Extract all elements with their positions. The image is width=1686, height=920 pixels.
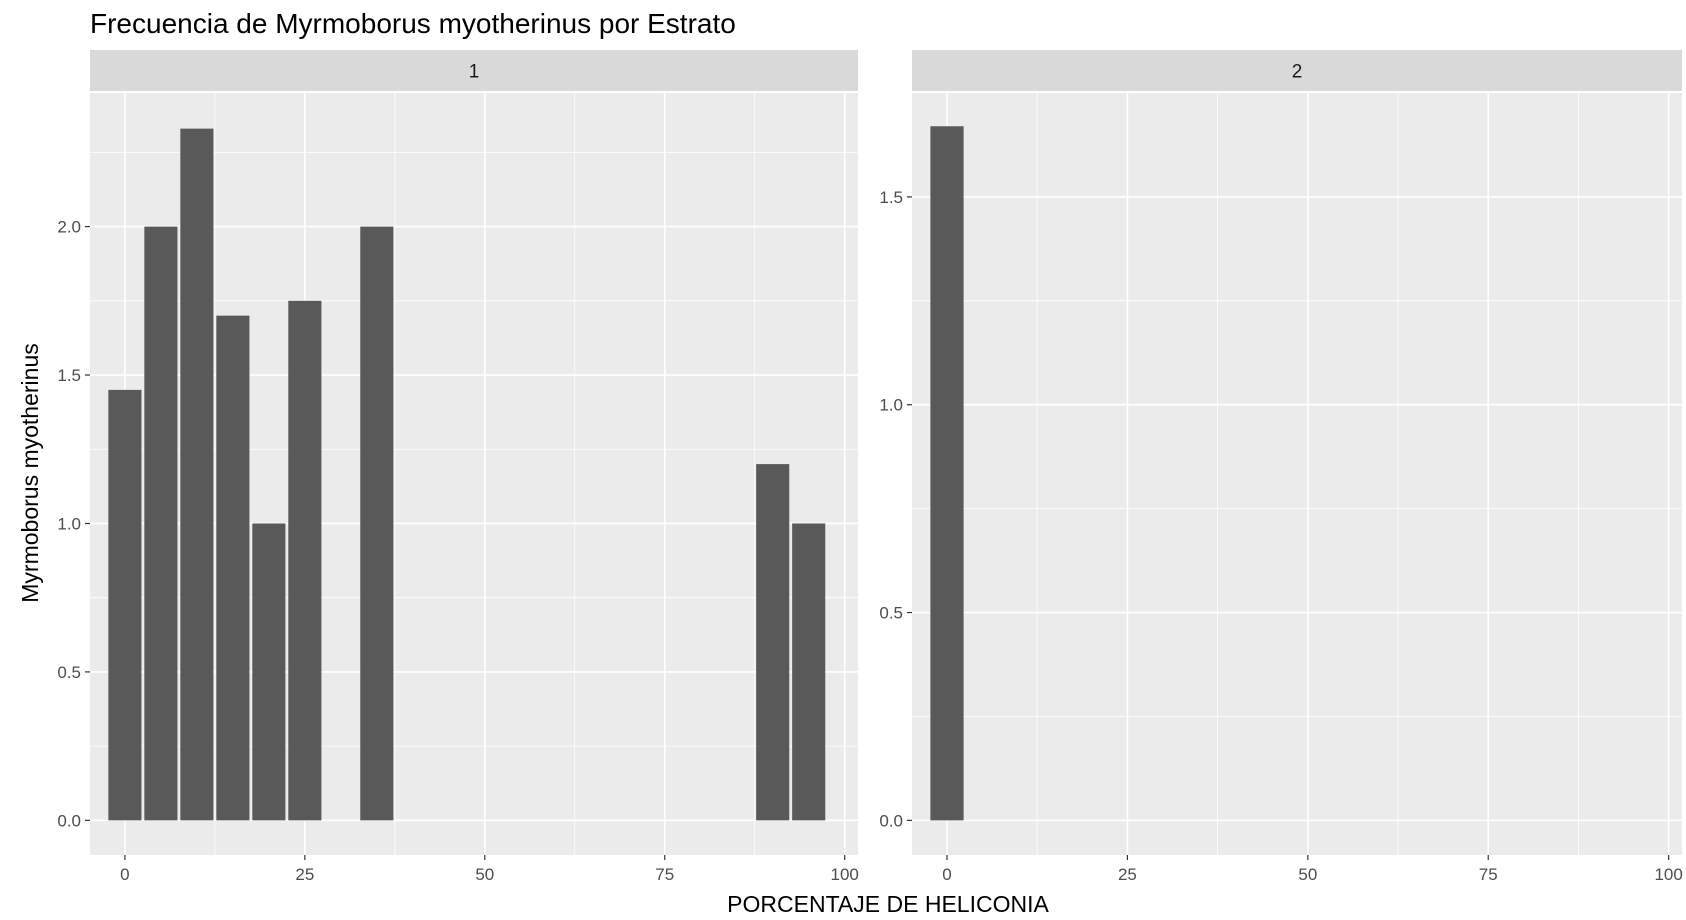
- x-tick-label: 25: [295, 865, 314, 884]
- x-tick-label: 0: [942, 865, 951, 884]
- y-axis-title: Myrmoborus myotherinus: [17, 343, 43, 602]
- y-tick-label: 1.0: [879, 396, 903, 415]
- facet-strip: [90, 50, 858, 91]
- x-tick-label: 75: [1479, 865, 1498, 884]
- x-tick-label: 0: [120, 865, 129, 884]
- bar: [216, 315, 250, 821]
- chart-title: Frecuencia de Myrmoborus myotherinus por…: [90, 8, 736, 39]
- y-tick-label: 0.0: [57, 811, 81, 830]
- facets-container: 1 0 25 50 75 100 0.0 0.5 1.0 1.5 2.0 2 0 25 50 75 100 0.0…: [57, 50, 1683, 884]
- facet-panel-2: 2 0 25 50 75 100 0.0 0.5 1.0 1.5: [879, 50, 1683, 884]
- x-tick-label: 100: [1654, 865, 1682, 884]
- facet-strip-label: 1: [469, 62, 480, 83]
- bar: [180, 128, 214, 821]
- y-tick-label: 1.0: [57, 514, 81, 533]
- y-tick-label: 0.0: [879, 811, 903, 830]
- y-tick-label: 2.0: [57, 218, 81, 237]
- y-tick-label: 0.5: [879, 604, 903, 623]
- x-tick-label: 100: [830, 865, 858, 884]
- facet-strip: [912, 50, 1682, 91]
- y-tick-label: 1.5: [879, 188, 903, 207]
- x-axis-title: PORCENTAJE DE HELICONIA: [727, 891, 1049, 917]
- facet-panel-1: 1 0 25 50 75 100 0.0 0.5 1.0 1.5 2.0: [57, 50, 859, 884]
- x-tick-label: 75: [655, 865, 674, 884]
- x-tick-label: 50: [1298, 865, 1317, 884]
- bar: [144, 226, 178, 821]
- bar: [360, 226, 394, 821]
- bar: [930, 126, 964, 821]
- facet-strip-label: 2: [1292, 62, 1303, 83]
- bar: [288, 300, 322, 821]
- bar: [756, 464, 790, 821]
- bar: [108, 389, 142, 821]
- x-tick-label: 25: [1118, 865, 1137, 884]
- panel-background: [912, 93, 1682, 855]
- y-tick-label: 0.5: [57, 663, 81, 682]
- x-tick-label: 50: [475, 865, 494, 884]
- bar: [792, 523, 826, 821]
- bar: [252, 523, 286, 821]
- y-tick-label: 1.5: [57, 366, 81, 385]
